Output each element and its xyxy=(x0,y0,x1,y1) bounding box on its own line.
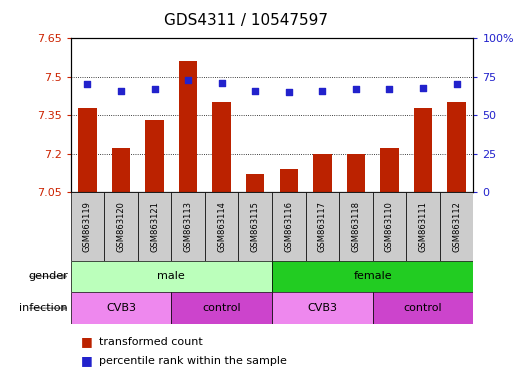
Text: infection: infection xyxy=(19,303,68,313)
Text: GSM863114: GSM863114 xyxy=(217,201,226,252)
Bar xyxy=(272,192,305,261)
Bar xyxy=(78,108,97,192)
Bar xyxy=(440,192,473,261)
Text: percentile rank within the sample: percentile rank within the sample xyxy=(99,356,287,366)
Bar xyxy=(414,108,432,192)
Bar xyxy=(447,103,466,192)
Bar xyxy=(380,149,399,192)
Text: GSM863112: GSM863112 xyxy=(452,201,461,252)
Text: GSM863120: GSM863120 xyxy=(117,201,126,252)
Point xyxy=(83,81,92,88)
Text: control: control xyxy=(404,303,442,313)
Bar xyxy=(347,154,365,192)
Bar xyxy=(406,192,440,261)
Bar xyxy=(212,103,231,192)
Bar xyxy=(71,292,171,324)
Text: gender: gender xyxy=(28,271,68,281)
Point xyxy=(452,81,461,88)
Bar xyxy=(305,192,339,261)
Bar xyxy=(71,192,104,261)
Text: CVB3: CVB3 xyxy=(106,303,136,313)
Bar xyxy=(172,192,205,261)
Text: ■: ■ xyxy=(81,354,93,367)
Bar xyxy=(279,169,298,192)
Point xyxy=(150,86,158,92)
Bar xyxy=(205,192,238,261)
Point xyxy=(351,86,360,92)
Text: male: male xyxy=(157,271,185,281)
Point xyxy=(318,88,326,94)
Point xyxy=(184,77,192,83)
Bar xyxy=(172,292,272,324)
Text: GSM863116: GSM863116 xyxy=(284,201,293,252)
Text: GDS4311 / 10547597: GDS4311 / 10547597 xyxy=(164,13,328,28)
Text: GSM863118: GSM863118 xyxy=(351,201,360,252)
Text: GSM863119: GSM863119 xyxy=(83,201,92,252)
Bar xyxy=(339,192,372,261)
Bar xyxy=(272,292,372,324)
Text: GSM863113: GSM863113 xyxy=(184,201,192,252)
Text: transformed count: transformed count xyxy=(99,337,203,347)
Point xyxy=(117,88,125,94)
Point xyxy=(285,89,293,95)
Bar xyxy=(71,261,272,292)
Text: ■: ■ xyxy=(81,335,93,348)
Text: CVB3: CVB3 xyxy=(308,303,337,313)
Bar xyxy=(179,61,197,192)
Text: female: female xyxy=(354,271,392,281)
Point xyxy=(419,84,427,91)
Point xyxy=(218,80,226,86)
Bar xyxy=(272,261,473,292)
Bar xyxy=(238,192,272,261)
Bar xyxy=(104,192,138,261)
Point xyxy=(385,86,394,92)
Bar xyxy=(372,292,473,324)
Text: GSM863121: GSM863121 xyxy=(150,201,159,252)
Bar xyxy=(372,192,406,261)
Text: GSM863111: GSM863111 xyxy=(418,201,427,252)
Text: control: control xyxy=(202,303,241,313)
Bar xyxy=(112,149,130,192)
Bar xyxy=(145,120,164,192)
Bar xyxy=(313,154,332,192)
Text: GSM863110: GSM863110 xyxy=(385,201,394,252)
Bar xyxy=(138,192,172,261)
Bar xyxy=(246,174,265,192)
Point xyxy=(251,88,259,94)
Text: GSM863117: GSM863117 xyxy=(318,201,327,252)
Text: GSM863115: GSM863115 xyxy=(251,201,260,252)
